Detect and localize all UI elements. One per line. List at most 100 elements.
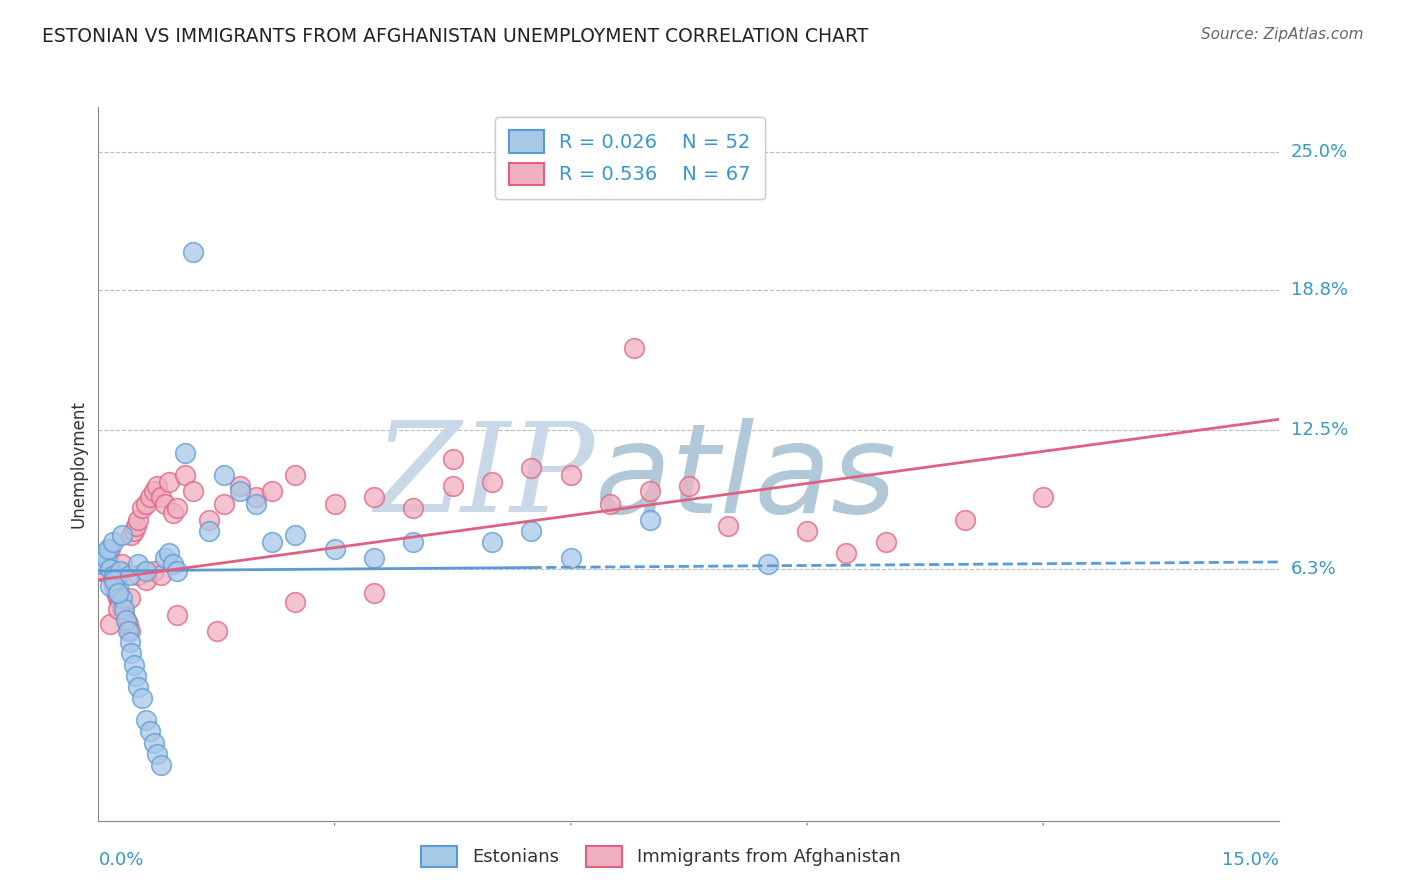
Point (260, 534, 283, 549)
Point (599, 497, 621, 511)
Text: 18.8%: 18.8% (1291, 281, 1347, 299)
Point (104, 573, 127, 587)
Point (111, 591, 134, 605)
Point (1032, 490, 1054, 504)
Point (96, 550, 118, 565)
Point (107, 591, 129, 605)
Point (117, 617, 139, 632)
Point (135, 564, 157, 578)
Point (181, 483, 204, 498)
Point (197, 524, 219, 538)
Point (638, 483, 661, 498)
Point (115, 613, 138, 627)
Point (127, 557, 149, 571)
Point (174, 446, 197, 460)
Point (174, 467, 197, 482)
Text: Source: ZipAtlas.com: Source: ZipAtlas.com (1201, 27, 1364, 42)
Point (756, 557, 779, 571)
Point (150, 568, 173, 582)
Point (678, 479, 700, 493)
Point (111, 601, 134, 615)
Point (135, 714, 157, 728)
Point (146, 479, 169, 493)
Point (363, 550, 385, 565)
Point (205, 624, 228, 639)
Point (122, 524, 145, 538)
Point (717, 519, 740, 533)
Point (111, 528, 134, 542)
Point (107, 601, 129, 615)
Text: 6.3%: 6.3% (1291, 559, 1336, 578)
Point (138, 724, 160, 739)
Point (118, 635, 141, 649)
Point (93, 557, 115, 571)
Point (166, 564, 188, 578)
Text: 0.0%: 0.0% (98, 851, 143, 869)
Point (638, 512, 661, 526)
Point (103, 568, 125, 582)
Text: 15.0%: 15.0% (1222, 851, 1279, 869)
Point (835, 546, 858, 560)
Point (284, 595, 307, 609)
Legend: Estonians, Immigrants from Afghanistan: Estonians, Immigrants from Afghanistan (415, 838, 907, 874)
Text: ESTONIAN VS IMMIGRANTS FROM AFGHANISTAN UNEMPLOYMENT CORRELATION CHART: ESTONIAN VS IMMIGRANTS FROM AFGHANISTAN … (42, 27, 869, 45)
Point (520, 461, 543, 475)
Point (115, 613, 138, 627)
Point (127, 512, 149, 526)
Point (103, 580, 125, 594)
Point (127, 680, 149, 694)
Point (142, 483, 165, 498)
Point (98, 617, 121, 632)
Point (166, 608, 188, 623)
Point (245, 490, 267, 504)
Point (229, 479, 252, 493)
Point (107, 580, 129, 594)
Point (441, 479, 464, 493)
Point (150, 757, 173, 772)
Point (197, 512, 219, 526)
Point (101, 534, 124, 549)
Point (560, 550, 582, 565)
Point (125, 519, 148, 533)
Point (150, 490, 173, 504)
Point (121, 528, 143, 542)
Point (214, 467, 236, 482)
Point (107, 586, 129, 600)
Point (118, 591, 141, 605)
Point (323, 497, 346, 511)
Point (91, 557, 114, 571)
Point (112, 608, 135, 623)
Point (112, 601, 135, 615)
Point (118, 568, 141, 582)
Point (135, 573, 157, 587)
Point (260, 483, 283, 498)
Point (131, 501, 153, 516)
Point (97, 550, 120, 565)
Point (98, 580, 121, 594)
Point (118, 624, 141, 639)
Y-axis label: Unemployment: Unemployment (69, 400, 87, 528)
Point (103, 573, 125, 587)
Point (97, 541, 120, 556)
Point (284, 528, 307, 542)
Legend: R = 0.026    N = 52, R = 0.536    N = 67: R = 0.026 N = 52, R = 0.536 N = 67 (495, 117, 765, 199)
Point (96, 546, 118, 560)
Point (875, 534, 897, 549)
Point (93, 546, 115, 560)
Point (110, 595, 132, 609)
Point (157, 546, 180, 560)
Point (135, 497, 157, 511)
Point (104, 586, 127, 600)
Point (623, 341, 645, 355)
Point (98, 562, 121, 576)
Text: ZIP: ZIP (374, 417, 595, 539)
Text: atlas: atlas (595, 417, 897, 539)
Point (953, 512, 976, 526)
Point (323, 541, 346, 556)
Point (155, 497, 177, 511)
Point (181, 244, 204, 259)
Point (98, 541, 121, 556)
Point (284, 467, 307, 482)
Point (520, 524, 543, 538)
Point (146, 747, 169, 761)
